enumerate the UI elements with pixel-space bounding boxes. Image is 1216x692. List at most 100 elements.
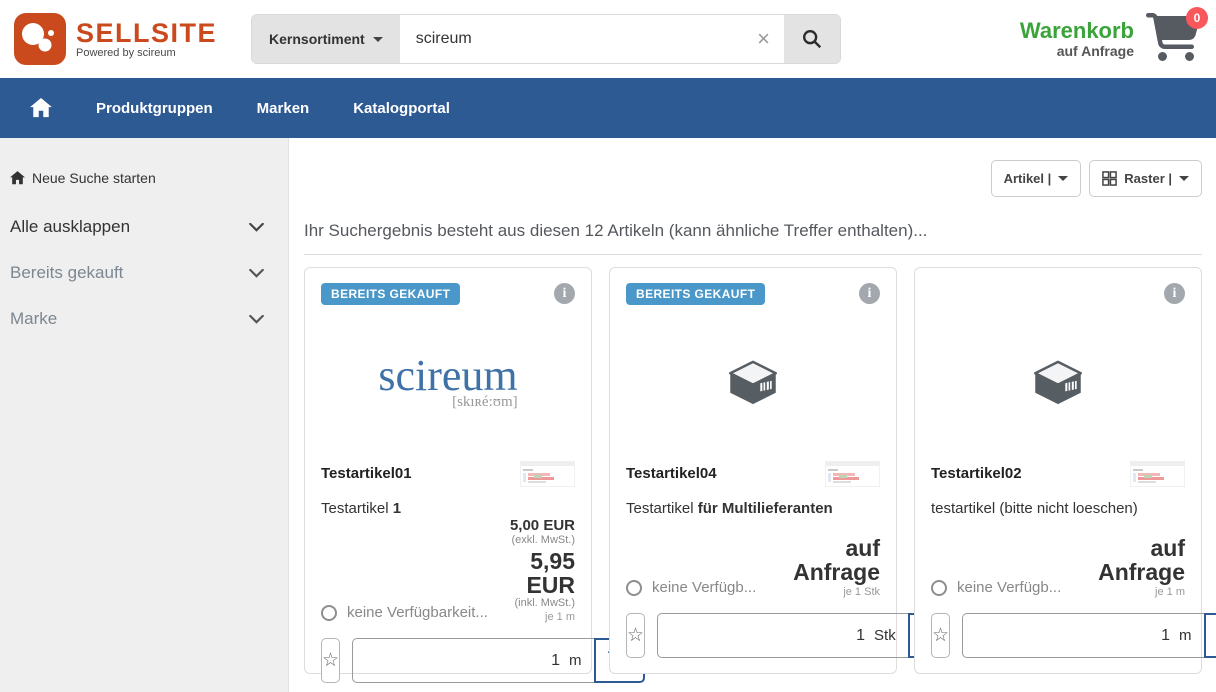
bereits-gekauft-badge: BEREITS GEKAUFT <box>626 283 766 305</box>
nav-item-katalogportal[interactable]: Katalogportal <box>353 99 450 117</box>
product-title[interactable]: Testartikel02 <box>931 465 1022 482</box>
expand-all-toggle[interactable]: Alle ausklappen <box>10 217 264 237</box>
results-toolbar: Artikel | Raster | <box>304 160 1202 197</box>
info-icon[interactable]: i <box>859 283 880 304</box>
per-unit-label: je 1 m <box>545 611 575 623</box>
product-image[interactable] <box>931 307 1185 459</box>
quantity-box: m <box>962 613 1204 658</box>
add-to-cart-button[interactable] <box>1203 613 1216 658</box>
attachment-thumbnail[interactable] <box>825 461 880 487</box>
cart-count-badge: 0 <box>1186 7 1208 29</box>
product-image[interactable] <box>626 307 880 459</box>
chevron-down-icon <box>1179 176 1189 181</box>
price-block: 5,00 EUR (exkl. MwSt.) 5,95 EUR (inkl. M… <box>488 517 575 623</box>
price-on-request: auf Anfrage <box>1098 535 1185 585</box>
sellsite-logo-icon <box>14 13 66 65</box>
chevron-down-icon <box>249 268 264 278</box>
cart-button[interactable]: 0 <box>1146 7 1208 65</box>
availability-circle-icon <box>931 579 947 596</box>
results-summary: Ihr Suchergebnis besteht aus diesen 12 A… <box>304 221 1202 255</box>
scireum-logo-phonetic: [skıʀé:ʊm] <box>452 393 518 410</box>
chevron-down-icon <box>372 36 383 42</box>
cart-area[interactable]: Warenkorb auf Anfrage 0 <box>1019 7 1208 65</box>
price-block: auf Anfrage je 1 Stk <box>756 536 880 598</box>
quantity-box: m <box>352 638 594 683</box>
sort-dropdown-button[interactable]: Artikel | <box>990 160 1082 197</box>
availability-indicator: keine Verfügbarkeit... <box>321 604 488 623</box>
availability-circle-icon <box>321 604 337 621</box>
availability-indicator: keine Verfügb... <box>931 579 1061 598</box>
favorite-button[interactable]: ☆ <box>626 613 646 658</box>
nav-home-button[interactable] <box>30 98 52 118</box>
chevron-down-icon <box>249 314 264 324</box>
quantity-unit: m <box>569 652 582 669</box>
product-card: i Testartikel02 <box>914 267 1216 674</box>
favorite-button[interactable]: ☆ <box>321 638 341 683</box>
availability-text: keine Verfügbarkeit... <box>347 604 488 621</box>
quantity-input[interactable] <box>353 651 561 670</box>
availability-circle-icon <box>626 579 642 596</box>
cart-sublabel: auf Anfrage <box>1056 43 1134 59</box>
info-icon[interactable]: i <box>1164 283 1185 304</box>
bereits-gekauft-badge: BEREITS GEKAUFT <box>321 283 461 305</box>
quantity-unit: m <box>1179 627 1192 644</box>
attachment-thumbnail[interactable] <box>1130 461 1185 487</box>
grid-icon <box>1102 171 1118 186</box>
filter-bereits-gekauft[interactable]: Bereits gekauft <box>10 263 264 283</box>
product-description: testartikel (bitte nicht loeschen) <box>931 500 1138 517</box>
brand-name: SELLSITE <box>76 17 218 48</box>
main-navbar: Produktgruppen Marken Katalogportal <box>0 78 1216 138</box>
expand-all-label: Alle ausklappen <box>10 217 131 236</box>
filter-marke[interactable]: Marke <box>10 309 264 329</box>
info-icon[interactable]: i <box>554 283 575 304</box>
product-title[interactable]: Testartikel01 <box>321 465 412 482</box>
attachment-thumbnail[interactable] <box>520 461 575 487</box>
clear-search-icon[interactable]: × <box>757 26 771 51</box>
search-results-main: Artikel | Raster | Ihr Suchergebnis best… <box>289 138 1216 692</box>
availability-text: keine Verfügb... <box>957 579 1062 596</box>
price-excl-vat: 5,00 EUR <box>509 517 575 534</box>
home-icon <box>30 98 52 118</box>
package-box-icon <box>1034 360 1082 405</box>
star-icon: ☆ <box>932 625 950 646</box>
quantity-input[interactable] <box>658 626 866 645</box>
product-title[interactable]: Testartikel04 <box>626 465 717 482</box>
view-mode-dropdown-button[interactable]: Raster | <box>1089 160 1202 197</box>
price-block: auf Anfrage je 1 m <box>1061 536 1185 598</box>
filter-sidebar: Neue Suche starten Alle ausklappen Berei… <box>0 138 289 692</box>
home-icon <box>10 171 25 185</box>
search-scope-label: Kernsortiment <box>269 31 365 47</box>
cart-icon <box>1146 13 1200 61</box>
search-icon <box>803 30 822 49</box>
per-unit-label: je 1 Stk <box>843 586 880 598</box>
nav-item-produktgruppen[interactable]: Produktgruppen <box>96 99 213 117</box>
price-incl-note: (inkl. MwSt.) <box>514 597 576 609</box>
view-label: Raster | <box>1124 171 1172 186</box>
new-search-link[interactable]: Neue Suche starten <box>10 170 264 186</box>
availability-text: keine Verfügb... <box>652 579 757 596</box>
star-icon: ☆ <box>627 625 645 646</box>
nav-item-marken[interactable]: Marken <box>256 99 310 117</box>
chevron-down-icon <box>1058 176 1069 181</box>
cart-label: Warenkorb <box>1019 18 1134 43</box>
brand-logo[interactable]: SELLSITE Powered by scireum <box>14 13 217 65</box>
search-input[interactable] <box>399 30 744 48</box>
search-input-wrap: × <box>399 15 785 63</box>
search-bar: Kernsortiment × <box>251 14 842 64</box>
price-incl-vat: 5,95 EUR <box>526 548 575 598</box>
per-unit-label: je 1 m <box>1155 586 1185 598</box>
product-image[interactable]: scireum [skıʀé:ʊm] <box>321 307 575 459</box>
price-on-request: auf Anfrage <box>793 535 880 585</box>
search-button[interactable] <box>784 15 841 63</box>
brand-tagline: Powered by scireum <box>76 46 176 59</box>
price-excl-note: (exkl. MwSt.) <box>511 534 575 546</box>
chevron-down-icon <box>249 222 264 232</box>
quantity-box: Stk <box>657 613 908 658</box>
product-card: BEREITS GEKAUFT i scireum [skıʀé:ʊm] Tes… <box>304 267 645 683</box>
favorite-button[interactable]: ☆ <box>931 613 951 658</box>
star-icon: ☆ <box>322 650 340 671</box>
package-box-icon <box>729 360 777 405</box>
quantity-input[interactable] <box>963 626 1171 645</box>
search-scope-dropdown[interactable]: Kernsortiment <box>252 15 400 63</box>
product-description: Testartikel für Multilieferanten <box>626 500 833 517</box>
